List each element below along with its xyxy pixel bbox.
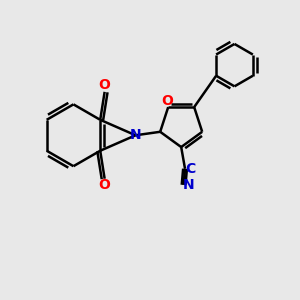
Text: O: O <box>99 78 111 92</box>
Text: O: O <box>99 178 111 192</box>
Text: N: N <box>183 178 195 192</box>
Text: N: N <box>130 128 141 142</box>
Text: C: C <box>185 162 196 176</box>
Text: O: O <box>161 94 173 108</box>
